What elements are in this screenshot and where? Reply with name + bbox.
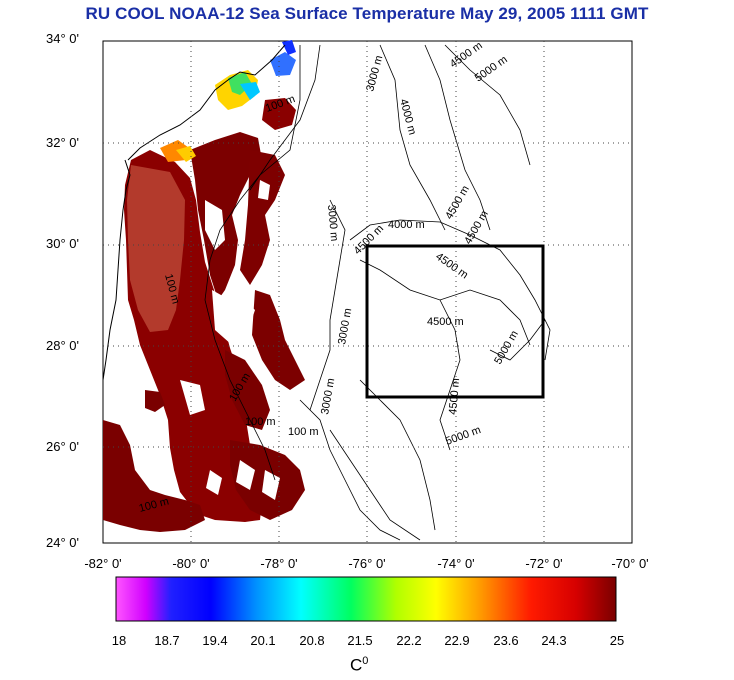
depth-label: 4500 m [427, 316, 464, 328]
colorbar-tick: 20.1 [250, 633, 276, 648]
bathymetry-contours [204, 44, 551, 541]
lon-label: -82° 0' [84, 556, 122, 571]
study-box [365, 244, 545, 399]
colorbar-tick: 22.2 [396, 633, 422, 648]
colorbar-unit: C0 [350, 655, 369, 675]
lon-label: -70° 0' [611, 556, 649, 571]
lon-label: -72° 0' [525, 556, 563, 571]
depth-label: 100 m [288, 426, 319, 438]
lat-label: 32° 0' [46, 135, 79, 150]
depth-label: 4500 m [447, 378, 462, 416]
lon-label: -76° 0' [348, 556, 386, 571]
lat-label: 24° 0' [46, 535, 79, 550]
colorbar [115, 576, 617, 622]
colorbar-tick: 23.6 [493, 633, 519, 648]
coastline [102, 159, 131, 381]
depth-label: 3000 m [325, 204, 340, 242]
lon-label: -74° 0' [437, 556, 475, 571]
lat-label: 26° 0' [46, 439, 79, 454]
colorbar-tick: 24.3 [541, 633, 567, 648]
lat-label: 28° 0' [46, 338, 79, 353]
colorbar-tick: 18 [111, 633, 127, 648]
colorbar-tick: 20.8 [299, 633, 325, 648]
lon-label: -78° 0' [260, 556, 298, 571]
depth-label: 100 m [245, 416, 276, 428]
lat-label: 34° 0' [46, 31, 79, 46]
lat-label: 30° 0' [46, 236, 79, 251]
colorbar-tick: 18.7 [154, 633, 180, 648]
depth-label: 4000 m [388, 219, 425, 231]
colorbar-tick: 21.5 [347, 633, 373, 648]
colorbar-tick: 25 [609, 633, 625, 648]
colorbar-tick: 19.4 [202, 633, 228, 648]
lon-label: -80° 0' [172, 556, 210, 571]
sst-field [103, 40, 305, 532]
map-title: RU COOL NOAA-12 Sea Surface Temperature … [85, 4, 649, 23]
cloud-gaps [180, 180, 280, 500]
colorbar-tick: 22.9 [444, 633, 470, 648]
